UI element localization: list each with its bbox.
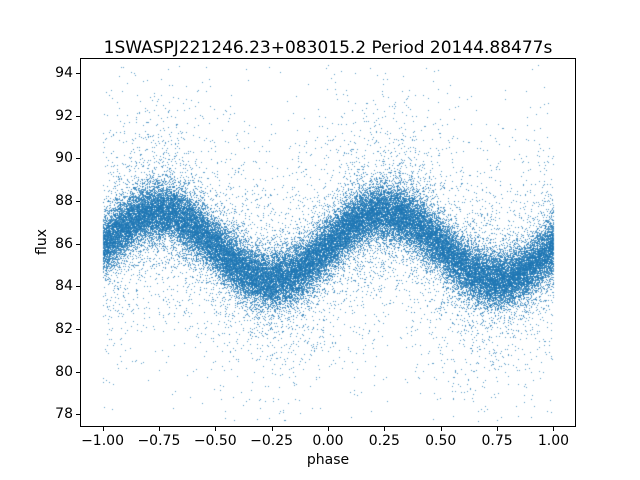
chart-title: 1SWASPJ221246.23+083015.2 Period 20144.8…	[103, 38, 553, 58]
x-tick-mark	[215, 427, 217, 431]
y-tick-mark	[76, 72, 80, 74]
x-tick-mark	[158, 427, 160, 431]
x-tick-label: −0.25	[250, 433, 294, 449]
y-tick-label: 84	[55, 278, 73, 295]
x-tick-mark	[497, 427, 499, 431]
y-tick-mark	[76, 115, 80, 117]
x-tick-label: 0.75	[481, 433, 513, 449]
y-tick-label: 78	[55, 406, 73, 423]
x-tick-mark	[553, 427, 555, 431]
y-tick-label: 88	[55, 192, 73, 209]
y-tick-mark	[76, 158, 80, 160]
scatter-points-canvas	[80, 58, 576, 427]
y-tick-label: 94	[55, 64, 73, 81]
x-tick-label: −0.75	[137, 433, 181, 449]
y-tick-mark	[76, 200, 80, 202]
y-tick-label: 82	[55, 320, 73, 337]
y-tick-label: 90	[55, 150, 73, 167]
x-tick-label: −0.50	[193, 433, 237, 449]
y-tick-mark	[76, 243, 80, 245]
y-tick-label: 92	[55, 107, 73, 124]
y-tick-mark	[76, 371, 80, 373]
x-tick-label: 1.00	[537, 433, 570, 449]
x-tick-mark	[440, 427, 442, 431]
x-tick-mark	[328, 427, 329, 431]
x-tick-label: 0.00	[312, 433, 344, 449]
x-tick-label: 0.25	[368, 433, 400, 449]
x-tick-mark	[102, 427, 104, 431]
x-tick-label: −1.00	[81, 433, 124, 449]
x-tick-mark	[271, 427, 273, 431]
y-tick-label: 86	[55, 235, 73, 252]
x-axis-label: phase	[306, 452, 350, 468]
y-tick-mark	[76, 328, 80, 330]
x-tick-mark	[384, 427, 386, 431]
y-tick-mark	[76, 414, 80, 416]
y-tick-mark	[76, 286, 80, 288]
y-axis-label: flux	[34, 229, 50, 255]
x-tick-label: 0.50	[425, 433, 457, 449]
y-tick-label: 80	[55, 363, 73, 380]
